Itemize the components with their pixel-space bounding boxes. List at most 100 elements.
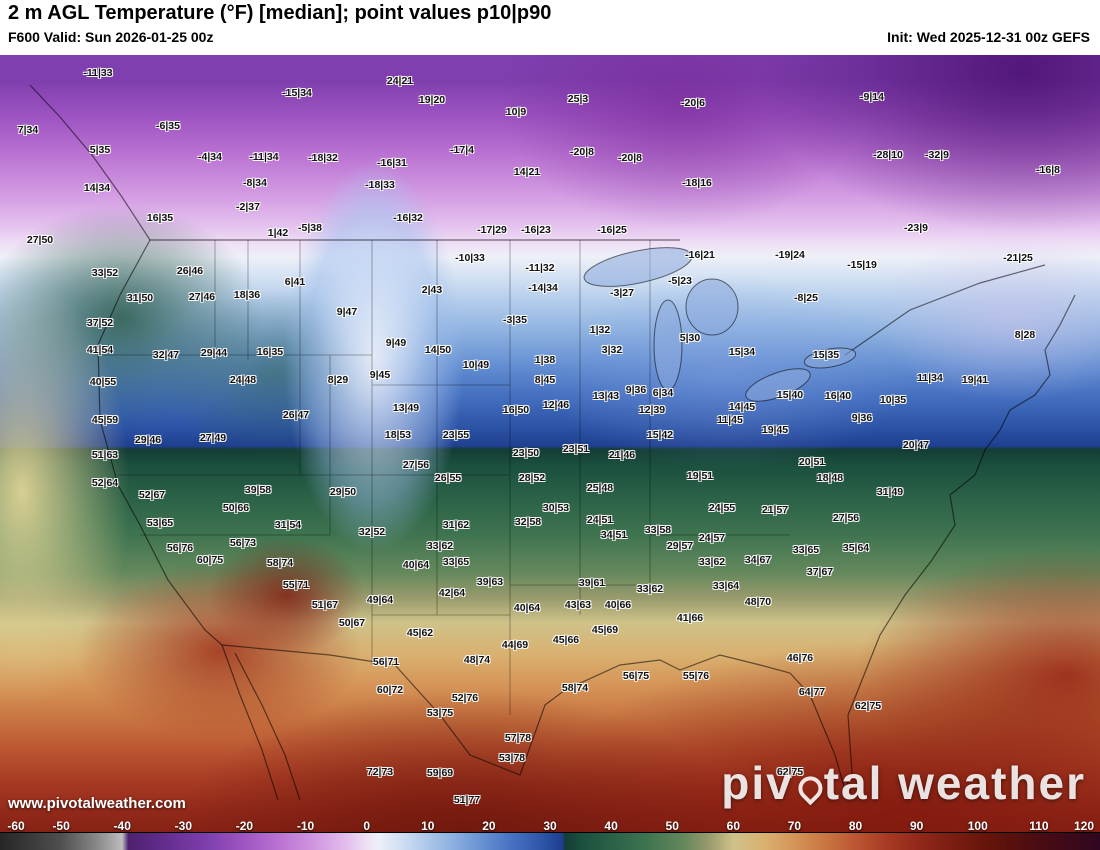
bc-coast-path [29,84,151,241]
lake-erie [745,368,811,402]
point-value: 37|52 [86,317,114,329]
logo-text-left: piv [721,757,794,809]
point-value: -17|4 [450,144,474,156]
colorbar-tick-label: -20 [235,819,254,833]
point-value: 33|58 [644,524,672,536]
point-value: -2|37 [236,201,260,213]
point-value: 29|50 [329,486,357,498]
point-value: 59|69 [426,767,454,779]
point-value: 41|66 [676,612,704,624]
point-value: 11|45 [717,414,743,426]
point-value: -8|25 [794,292,818,304]
point-value: -11|33 [83,67,113,79]
point-value: 33|52 [91,267,119,279]
point-value: -10|33 [455,252,485,264]
point-value: 29|46 [134,434,162,446]
colorbar-tick-label: -30 [174,819,192,833]
point-value: 16|40 [824,390,852,402]
point-value: 25|3 [567,93,589,105]
colorbar-tick-label: -50 [52,819,70,833]
point-value: 12|39 [638,404,666,416]
point-value: 33|64 [712,580,740,592]
point-value: 45|59 [91,414,119,426]
point-value: 5|30 [679,332,701,344]
colorbar-ticks: -60 -50 -40 -30 -20 -10 0 10 20 30 40 50 60 70 80 90 100… [0,817,1100,833]
point-value: 40|66 [604,599,632,611]
point-value: -28|10 [873,149,903,161]
point-value: 32|47 [152,349,180,361]
point-value: -32|9 [925,149,949,161]
point-value: 32|52 [358,526,386,538]
point-value: 23|50 [512,447,540,459]
point-value: -17|29 [477,224,507,236]
point-value: 50|67 [338,617,366,629]
colorbar-tick-label: 30 [543,819,557,833]
point-value: 51|63 [91,449,119,461]
point-value: 14|34 [83,182,111,194]
colorbar-tick-label: -40 [113,819,131,833]
baja-path [221,644,301,801]
point-value: 33|65 [442,556,470,568]
point-value: 37|67 [806,566,834,578]
point-value: 13|49 [392,402,420,414]
point-value: 20|47 [902,439,930,451]
init-time-label: Init: Wed 2025-12-31 00z GEFS [887,29,1090,45]
point-value: 33|62 [698,556,726,568]
point-value: 9|49 [385,337,407,349]
point-value: -14|34 [528,282,558,294]
point-layer: 7|34 -11|33 -15|34 -6|35 24|21 19|20 10|9 25|3 -… [0,55,1100,850]
point-value: 14|21 [513,166,541,178]
point-value: 27|49 [199,432,227,444]
point-value: 7|34 [17,124,39,136]
colorbar-tick-label: 120 [1073,819,1095,833]
point-value: 72|73 [366,766,394,778]
colorbar-tick-label: 10 [421,819,435,833]
point-value: 64|77 [798,686,826,698]
point-value: 40|55 [89,376,117,388]
point-value: 24|21 [386,75,414,87]
point-value: 9|45 [369,369,391,381]
colorbar-tick-label: 90 [909,819,924,833]
point-value: 24|57 [698,532,726,544]
point-value: 27|46 [188,291,216,303]
state-borders [29,84,1076,801]
point-value: 50|66 [222,502,250,514]
colorbar-tick-label: 100 [967,819,988,833]
point-value: 18|36 [233,289,261,301]
point-value: 33|65 [792,544,820,556]
point-value: 14|45 [728,401,756,413]
point-value: 33|62 [426,540,454,552]
point-value: 52|67 [138,489,166,501]
point-value: 60|72 [376,684,404,696]
point-value: 10|35 [879,394,907,406]
point-value: -15|34 [282,87,312,99]
point-value: 20|51 [798,456,826,468]
point-value: 26|46 [176,265,204,277]
point-value: 5|35 [89,144,111,156]
point-value: 56|76 [166,542,194,554]
point-value: 1|38 [534,354,556,366]
point-value: 14|50 [424,344,452,356]
point-value: 48|74 [463,654,491,666]
lake-huron [685,278,739,336]
point-value: -16|31 [377,157,407,169]
point-value: 34|67 [744,554,772,566]
point-value: -18|33 [365,179,395,191]
point-value: 23|55 [442,429,470,441]
point-value: 19|51 [686,470,714,482]
point-value: 43|63 [564,599,592,611]
point-value: 27|50 [26,234,54,246]
point-value: 35|64 [842,542,870,554]
temperature-map: 7|34 -11|33 -15|34 -6|35 24|21 19|20 10|9 25|3 -… [0,55,1100,850]
point-value: 25|48 [586,482,614,494]
point-value: 29|44 [200,347,228,359]
point-value: -11|32 [525,262,555,274]
point-value: 19|41 [961,374,989,386]
point-value: -21|25 [1003,252,1033,264]
point-value: 26|55 [434,472,462,484]
point-value: -9|14 [860,91,884,103]
point-value: -19|24 [775,249,805,261]
point-value: 45|62 [406,627,434,639]
point-value: 32|58 [514,516,542,528]
valid-time-label: F600 Valid: Sun 2026-01-25 00z [8,29,214,45]
